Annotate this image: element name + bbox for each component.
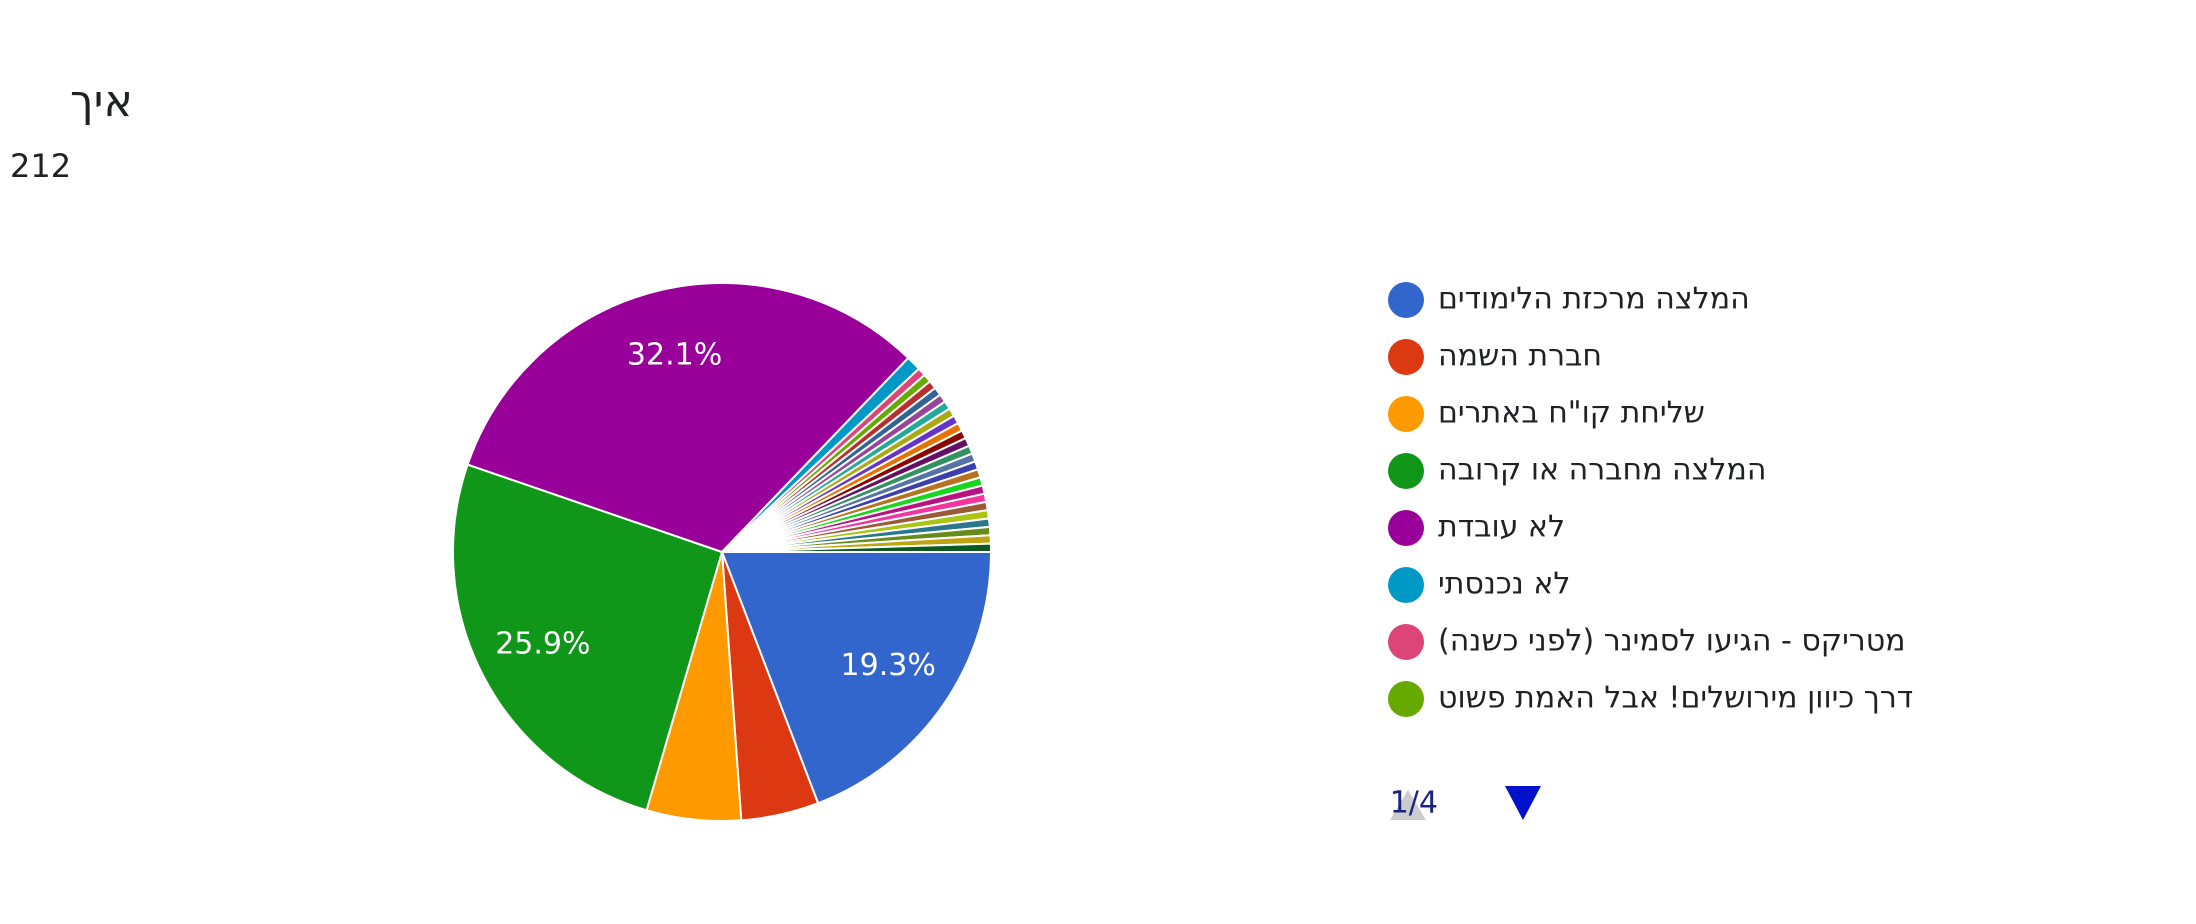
pie-slice: [466, 282, 910, 554]
legend-swatch: [1388, 396, 1424, 432]
legend-label: המלצה מחברה או קרובה: [1438, 453, 1766, 488]
pie: 19.3% 25.9% 32.1%: [452, 282, 993, 822]
legend-swatch: [1388, 567, 1424, 603]
legend-swatch: [1388, 510, 1424, 546]
legend-label: המלצה מרכזת הלימודים: [1438, 282, 1750, 317]
slice-label: 32.1%: [627, 337, 722, 372]
legend-swatch: [1388, 681, 1424, 717]
prev-page[interactable]: [1390, 790, 1426, 820]
legend-label: חברת השמה: [1438, 339, 1602, 374]
pie-slice: [452, 463, 724, 812]
legend: המלצה מרכזת הלימודים חברת השמה שליחת קו"ח …: [1388, 282, 1913, 717]
slice-label: 19.3%: [841, 648, 936, 683]
pie-slice: [720, 551, 993, 805]
slice-label: 25.9%: [495, 626, 590, 661]
response-count: 212: [10, 147, 71, 185]
legend-label: שליחת קו"ח באתרים: [1438, 396, 1705, 431]
legend-swatch: [1388, 339, 1424, 375]
legend-pager: 1/4: [1390, 786, 1438, 821]
legend-label: לא עובדת: [1438, 510, 1565, 545]
legend-swatch: [1388, 624, 1424, 660]
next-page[interactable]: [1505, 786, 1541, 820]
legend-label: מטריקס - הגיעו לסמינר (לפני כשנה): [1438, 624, 1906, 659]
legend-label: דרך כיוון מירושלים! אבל האמת פשוט: [1438, 681, 1913, 716]
chart-title: איך: [70, 76, 133, 127]
legend-swatch: [1388, 282, 1424, 318]
legend-label: לא נכנסתי: [1438, 567, 1570, 602]
pie-slice: [721, 542, 993, 553]
legend-swatch: [1388, 453, 1424, 489]
